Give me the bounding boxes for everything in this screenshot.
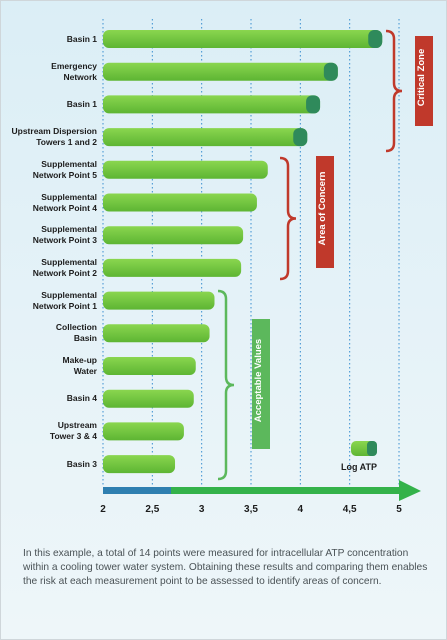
x-axis-bar — [103, 487, 401, 494]
annotation-box-2 — [252, 319, 270, 449]
x-tick-label-1: 2,5 — [145, 504, 159, 515]
bar-11 — [103, 389, 194, 408]
bar-2 — [103, 95, 321, 114]
category-label-3: Upstream Dispersion Towers 1 and 2 — [11, 126, 98, 148]
category-label-0: Basin 1 — [66, 33, 97, 44]
category-label-4: Supplemental Network Point 5 — [32, 158, 97, 180]
category-label-7: Supplemental Network Point 2 — [32, 256, 97, 278]
x-tick-label-3: 3,5 — [244, 504, 258, 515]
bar-tip-0 — [368, 30, 383, 48]
bar-13 — [103, 455, 176, 474]
x-tick-label-5: 4,5 — [343, 504, 357, 515]
bar-7 — [103, 258, 242, 277]
annotation-label-2: Acceptable Values — [253, 339, 264, 422]
category-label-10: Make-up Water — [62, 355, 97, 376]
bar-12 — [103, 422, 184, 441]
bar-tip-2 — [306, 95, 321, 114]
bar-9 — [103, 324, 210, 343]
caption-text: In this example, a total of 14 points we… — [23, 548, 428, 587]
bar-6 — [103, 226, 244, 245]
bar-10 — [103, 357, 196, 375]
legend-swatch-tip — [367, 441, 377, 456]
annotation-box-0 — [415, 36, 433, 126]
category-label-8: Supplemental Network Point 1 — [32, 289, 97, 311]
x-tick-label-2: 3 — [199, 504, 205, 515]
bar-tip-1 — [323, 62, 338, 81]
category-label-9: Collection Basin — [55, 322, 97, 344]
bracket-concern — [279, 156, 297, 281]
x-tick-label-4: 4 — [298, 504, 304, 515]
atp-bar-chart: 2 2,5 3 3,5 4 4,5 5 Critical Zone Area of Concer… — [100, 19, 433, 515]
annotation-label-1: Area of Concern — [317, 171, 328, 245]
legend-label: Log ATP — [341, 462, 377, 472]
category-label-11: Basin 4 — [66, 393, 97, 404]
annotation-box-1 — [316, 156, 334, 268]
x-tick-label-6: 5 — [396, 504, 402, 515]
bar-5 — [103, 193, 257, 212]
category-label-1: Emergency Network — [51, 60, 97, 82]
bracket-acceptable — [217, 289, 235, 481]
category-label-13: Basin 3 — [66, 458, 97, 469]
category-label-6: Supplemental Network Point 3 — [32, 224, 97, 246]
category-label-5: Supplemental Network Point 4 — [32, 191, 97, 213]
x-axis-arrowhead — [399, 480, 421, 501]
bar-3 — [103, 128, 308, 147]
bar-8 — [103, 291, 215, 310]
bar-1 — [103, 62, 338, 81]
bracket-critical — [385, 29, 403, 153]
bar-tip-3 — [293, 128, 308, 147]
bar-4 — [103, 160, 268, 179]
annotation-label-0: Critical Zone — [416, 49, 427, 107]
x-axis-start — [103, 487, 171, 494]
category-label-12: Upstream Tower 3 & 4 — [49, 420, 97, 442]
category-label-2: Basin 1 — [66, 98, 97, 109]
bar-0 — [103, 30, 383, 48]
x-tick-label-0: 2 — [100, 504, 106, 515]
